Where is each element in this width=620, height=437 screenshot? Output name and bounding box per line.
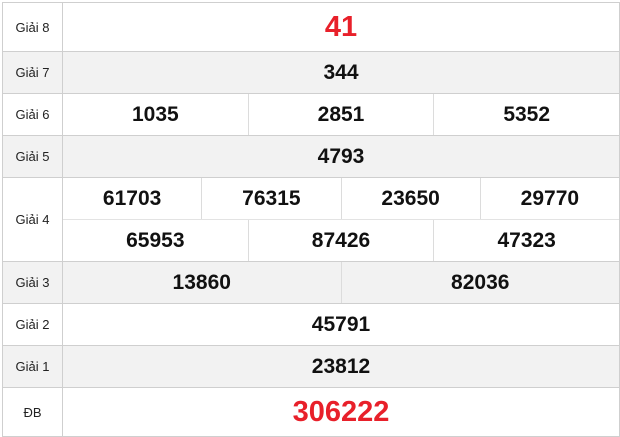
prize-number: 344 bbox=[323, 60, 359, 84]
prize-number: 61703 bbox=[102, 186, 162, 210]
prize-row-5: Giải 5 4793 bbox=[3, 136, 619, 178]
prize-number: 47323 bbox=[433, 220, 619, 261]
prize-number: 1035 bbox=[131, 102, 179, 126]
prize-number: 87426 bbox=[247, 220, 434, 261]
prize-label: Giải 3 bbox=[3, 262, 63, 303]
special-prize-number: 306222 bbox=[292, 395, 390, 428]
prize-label: Giải 4 bbox=[3, 178, 63, 261]
prize-label: Giải 2 bbox=[3, 304, 63, 345]
prize-label: ĐB bbox=[3, 388, 63, 436]
prize-number: 23812 bbox=[311, 354, 371, 378]
prize-number: 2851 bbox=[247, 94, 434, 135]
prize-row-special: ĐB 306222 bbox=[3, 388, 619, 437]
prize-label: Giải 7 bbox=[3, 52, 63, 93]
prize-row-7: Giải 7 344 bbox=[3, 52, 619, 94]
prize-number: 45791 bbox=[311, 312, 371, 336]
prize-row-8: Giải 8 41 bbox=[3, 3, 619, 52]
prize-row-4: Giải 4 61703 76315 23650 29770 65953 874… bbox=[3, 178, 619, 262]
prize-number: 65953 bbox=[126, 228, 185, 252]
prize-label: Giải 1 bbox=[3, 346, 63, 387]
prize-number: 82036 bbox=[340, 262, 620, 303]
prize-label: Giải 8 bbox=[3, 3, 63, 51]
prize-number: 76315 bbox=[201, 178, 340, 219]
prize-number: 4793 bbox=[317, 144, 365, 168]
prize-label: Giải 6 bbox=[3, 94, 63, 135]
prize-number: 13860 bbox=[172, 270, 231, 294]
prize-row-1: Giải 1 23812 bbox=[3, 346, 619, 388]
prize-number: 23650 bbox=[340, 178, 480, 219]
prize-row-6: Giải 6 1035 2851 5352 bbox=[3, 94, 619, 136]
prize-row-3: Giải 3 13860 82036 bbox=[3, 262, 619, 304]
prize-number: 5352 bbox=[433, 94, 619, 135]
prize-row-2: Giải 2 45791 bbox=[3, 304, 619, 346]
prize-number: 29770 bbox=[479, 178, 619, 219]
prize-number: 41 bbox=[324, 10, 358, 43]
prize-label: Giải 5 bbox=[3, 136, 63, 177]
